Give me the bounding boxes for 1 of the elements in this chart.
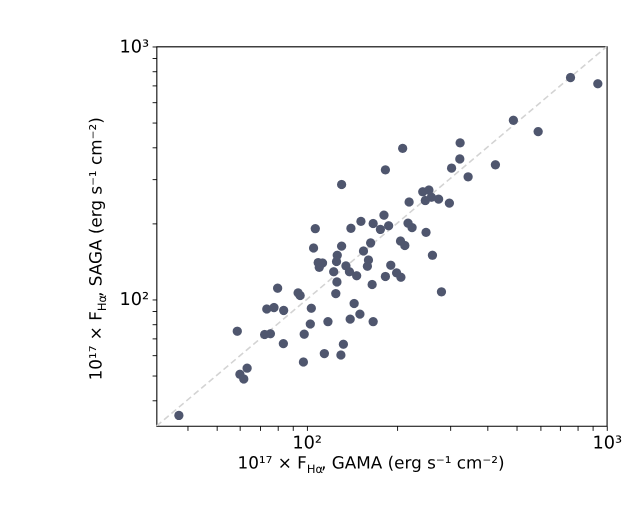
y-axis-title: 10¹⁷ × FHα, SAGA (erg s⁻¹ cm⁻²) bbox=[86, 117, 110, 380]
